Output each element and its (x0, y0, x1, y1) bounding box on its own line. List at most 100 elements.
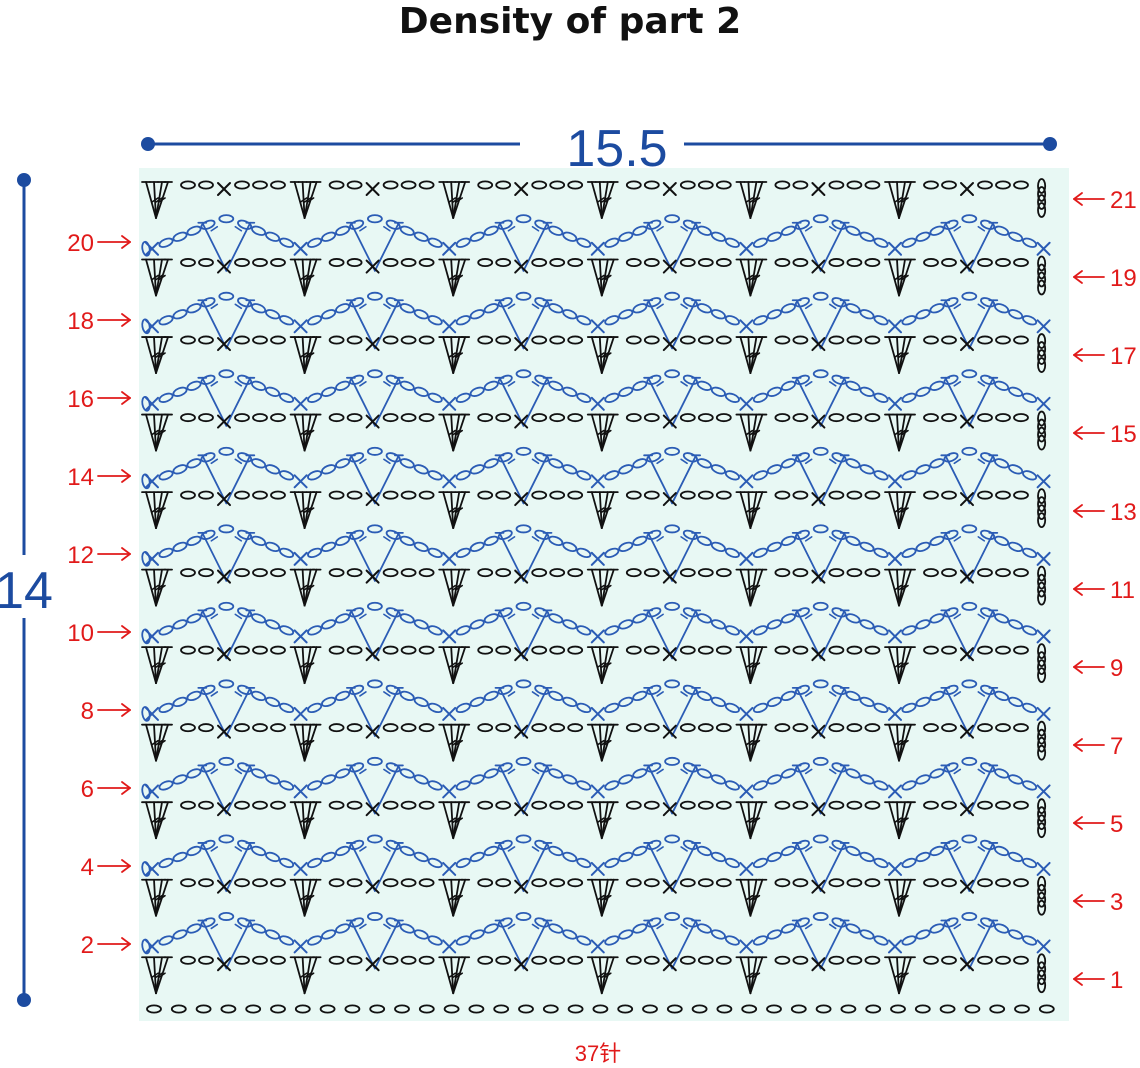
chain-icon (198, 800, 214, 810)
treble-post (145, 723, 157, 762)
dc-post (225, 221, 252, 272)
treble-post (590, 801, 603, 840)
chain-icon (980, 684, 996, 696)
chain-icon (710, 231, 726, 242)
dc-post (819, 376, 846, 427)
chain-icon (200, 839, 216, 851)
chain-icon (394, 1004, 410, 1014)
single-crochet-stroke (217, 492, 231, 507)
treble-post (888, 491, 900, 529)
treble-wrap (158, 274, 166, 281)
chain-icon (455, 392, 471, 403)
chain-icon (812, 446, 829, 456)
single-crochet-stroke (811, 414, 826, 429)
treble-wrap (894, 972, 902, 979)
chain-icon (218, 601, 235, 611)
chain-icon (335, 613, 351, 624)
chain-icon (548, 923, 564, 934)
treble-wrap (749, 972, 758, 979)
single-crochet-stroke (514, 957, 529, 972)
single-crochet-icon (888, 861, 902, 876)
treble-crochet-icon (884, 723, 916, 762)
arrow-head (1073, 504, 1083, 512)
chain-icon (873, 315, 889, 326)
dc-post (349, 764, 376, 815)
chain-icon (592, 1004, 609, 1014)
chain-icon (279, 237, 295, 248)
chain-icon (218, 291, 235, 301)
single-crochet-stroke (293, 241, 308, 256)
chain-icon (180, 180, 196, 190)
single-crochet-stroke (888, 629, 902, 644)
chain-icon (794, 297, 810, 308)
chain-icon (724, 935, 740, 946)
chain-icon (977, 878, 993, 888)
double-crochet-icon (791, 221, 850, 272)
double-crochet-icon (494, 221, 553, 272)
chain-icon (1037, 410, 1047, 427)
chain-icon (335, 845, 351, 857)
chain-icon (840, 1004, 857, 1014)
chain-icon (1037, 953, 1047, 970)
treble-wrap (448, 894, 457, 901)
chain-icon (864, 723, 881, 733)
width-endpoint-left (141, 137, 155, 151)
treble-wrap (299, 352, 308, 358)
chain-icon (846, 490, 863, 500)
chain-icon (766, 774, 782, 785)
chain-icon (774, 180, 791, 190)
chain-icon (715, 955, 732, 965)
chain-icon (562, 774, 578, 785)
row-label-right: 5 (1110, 811, 1123, 838)
dc-post (349, 609, 376, 660)
treble-wrap (752, 662, 761, 668)
chain-icon (531, 413, 548, 423)
chain-icon (864, 490, 881, 500)
chain-icon (270, 258, 286, 268)
dc-wrap (359, 691, 367, 697)
single-crochet-icon (514, 259, 529, 274)
chain-icon (252, 645, 268, 655)
treble-wrap (306, 662, 315, 668)
treble-wrap (749, 894, 758, 901)
chain-icon (901, 392, 917, 403)
chain-icon (625, 568, 642, 578)
height-label: 14 (0, 562, 53, 620)
single-crochet-stroke (442, 396, 457, 411)
single-crochet-stroke (811, 802, 826, 817)
chain-icon (1037, 651, 1047, 668)
dc-post (795, 221, 822, 272)
dc-post (349, 919, 376, 970)
dc-post (201, 687, 228, 737)
chain-icon (915, 541, 931, 553)
height-endpoint-bottom (17, 993, 31, 1007)
chain-icon (141, 395, 151, 412)
dc-post (201, 221, 228, 272)
chain-icon (664, 291, 680, 301)
single-crochet-stroke (365, 182, 380, 196)
dc-wrap (977, 225, 986, 232)
single-crochet-stroke (960, 879, 974, 894)
treble-wrap (299, 817, 308, 823)
chain-icon (495, 800, 512, 810)
double-crochet-icon (940, 299, 999, 350)
chain-icon (576, 547, 592, 559)
single-crochet-stroke (514, 337, 529, 352)
double-crochet-icon (345, 454, 404, 505)
chain-icon (335, 303, 351, 314)
dc-wrap (680, 923, 688, 930)
chain-icon (321, 386, 337, 397)
chain-icon (831, 452, 847, 463)
treble-crochet-icon (438, 956, 471, 995)
chain-icon (929, 690, 945, 702)
treble-crochet-icon (141, 723, 173, 762)
dc-wrap (828, 846, 837, 852)
dc-post (795, 299, 822, 350)
width-label: 15.5 (566, 120, 667, 178)
dc-wrap (977, 923, 986, 930)
chain-icon (567, 800, 584, 810)
chain-icon (321, 464, 337, 475)
dc-wrap (234, 923, 243, 930)
chain-icon (141, 240, 151, 257)
